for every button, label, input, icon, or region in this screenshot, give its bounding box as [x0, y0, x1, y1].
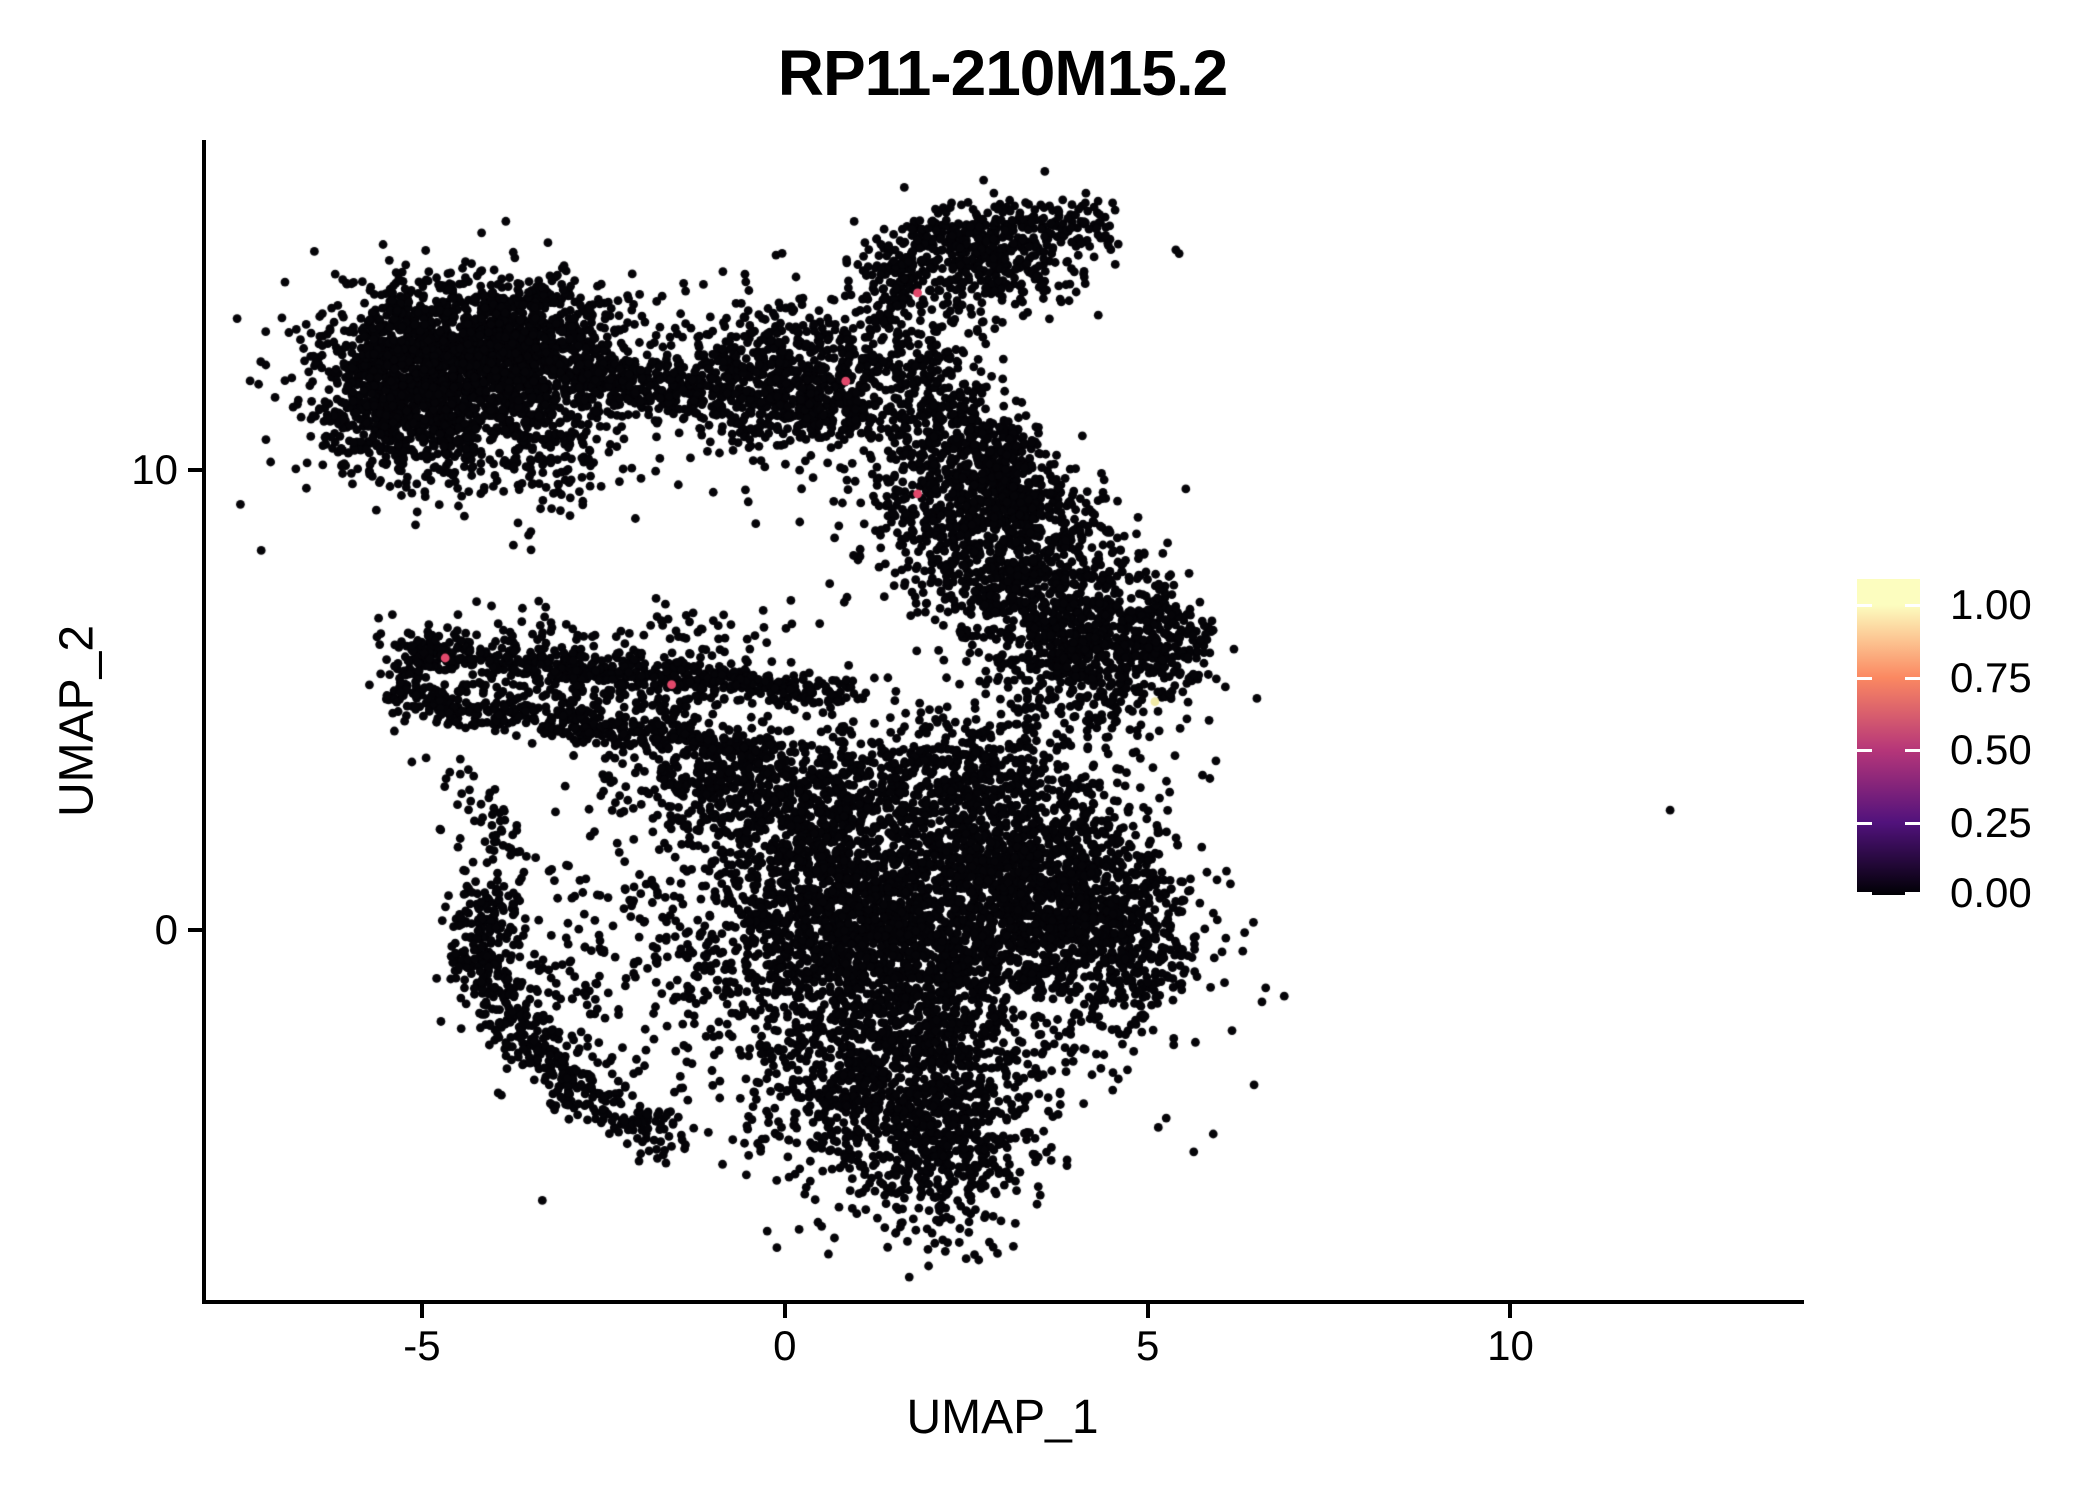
colorbar-tick-mark	[1857, 749, 1872, 753]
colorbar-tick-label: 1.00	[1950, 581, 2032, 629]
x-tick-label: 10	[1487, 1322, 1534, 1369]
colorbar-tick-label: 0.50	[1950, 726, 2032, 774]
y-tick-mark	[188, 927, 202, 932]
x-tick-mark	[1508, 1304, 1513, 1318]
colorbar-tick-mark	[1905, 676, 1920, 680]
colorbar-tick-mark	[1857, 604, 1872, 608]
y-tick-mark	[188, 467, 202, 472]
x-tick-mark	[1145, 1304, 1150, 1318]
x-tick-label: 5	[1135, 1322, 1160, 1369]
colorbar-tick-mark	[1905, 821, 1920, 825]
colorbar-tick-label: 0.00	[1950, 869, 2032, 916]
x-tick-mark	[782, 1304, 787, 1318]
colorbar-tick-mark	[1905, 892, 1920, 895]
colorbar-tick-label: 0.25	[1950, 798, 2032, 846]
scatter-plot-area	[205, 142, 1800, 1300]
chart-title: RP11-210M15.2	[777, 37, 1229, 109]
colorbar-tick-label: 0.75	[1950, 653, 2032, 701]
x-axis-line	[202, 1300, 1804, 1304]
y-axis-line	[202, 140, 206, 1304]
colorbar-tick-mark	[1857, 821, 1872, 825]
x-tick-label: -5	[403, 1322, 441, 1369]
colorbar-tick-mark	[1905, 749, 1920, 753]
colorbar-tick-mark	[1857, 676, 1872, 680]
y-tick-label: 0	[154, 905, 178, 953]
colorbar-tick-mark	[1905, 604, 1920, 608]
colorbar-tick-mark	[1857, 892, 1872, 895]
x-axis-title: UMAP_1	[906, 1391, 1099, 1444]
x-tick-mark	[419, 1304, 424, 1318]
y-tick-label: 10	[131, 445, 178, 493]
colorbar-gradient	[1857, 579, 1920, 895]
x-tick-label: 0	[773, 1322, 797, 1369]
y-axis-title: UMAP_2	[50, 624, 104, 818]
